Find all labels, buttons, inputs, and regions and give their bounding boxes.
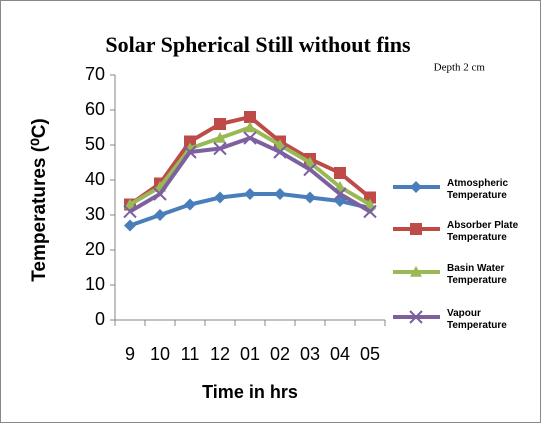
x-tick-label: 10 [150,344,170,364]
y-tick-label: 10 [85,274,105,294]
chart-subtitle: Depth 2 cm [434,62,486,74]
x-tick-label: 02 [270,344,290,364]
x-tick-label: 9 [125,344,135,364]
marker [409,310,423,324]
legend-label: Basin Water Temperature [447,263,507,286]
marker [303,162,317,177]
marker [410,181,422,193]
marker [124,198,136,210]
marker [153,187,167,201]
marker [213,141,227,156]
y-tick-label: 60 [85,99,105,119]
y-tick-label: 40 [85,169,105,189]
y-axis-label: Temperatures (⁰C) [29,118,50,282]
marker [184,135,196,148]
marker [184,198,196,211]
marker [304,191,316,204]
y-tick-label: 70 [85,64,105,84]
legend-label: Vapour Temperature [447,308,507,331]
y-tick-label: 50 [85,134,105,154]
marker [333,187,347,201]
marker [304,156,316,168]
legend-label: Atmospheric Temperature [447,178,509,201]
x-tick-label: 05 [360,344,380,364]
marker [410,266,422,277]
y-tick-label: 20 [85,239,105,259]
y-tick-label: 30 [85,204,105,224]
marker [244,188,256,200]
y-tick-label: 0 [95,309,105,329]
marker [274,139,286,150]
marker [244,111,256,123]
marker [214,191,226,204]
marker [334,167,346,179]
marker [154,209,166,221]
x-tick-label: 12 [210,344,230,364]
marker [244,121,256,133]
chart-title: Solar Spherical Still without fins [105,32,411,57]
marker [364,198,376,210]
marker [243,131,257,145]
x-tick-label: 03 [300,344,320,364]
marker [183,145,197,159]
marker [124,219,136,232]
x-tick-label: 01 [240,344,260,364]
marker [214,118,226,130]
marker [363,204,377,219]
x-tick-label: 11 [181,344,200,364]
marker [410,223,422,235]
x-axis-label: Time in hrs [202,382,298,402]
marker [123,204,137,219]
marker [273,145,287,159]
legend-label: Absorber Plate Temperature [447,220,519,243]
marker [274,188,286,200]
marker [214,132,226,143]
x-tick-label: 04 [330,344,350,364]
